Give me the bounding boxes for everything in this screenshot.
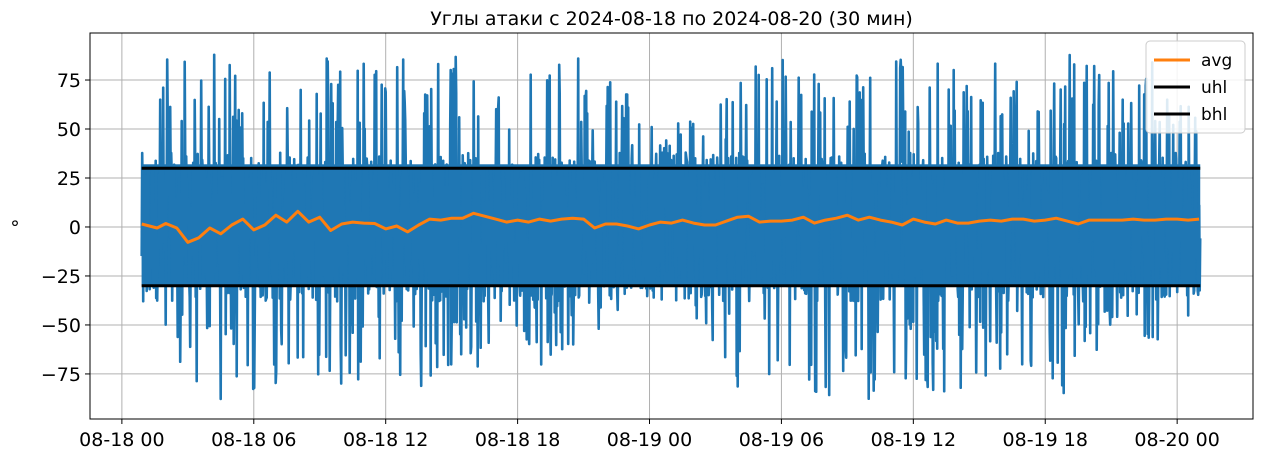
x-tick-label: 08-19 00: [607, 429, 692, 451]
y-tick-label: 25: [57, 168, 81, 190]
x-tick-label: 08-18 18: [475, 429, 560, 451]
y-tick-label: −25: [41, 266, 81, 288]
x-tick-label: 08-18 00: [79, 429, 164, 451]
legend: avg uhl bhl: [1145, 40, 1246, 134]
x-tick-label: 08-19 06: [739, 429, 824, 451]
x-tick-label: 08-18 12: [343, 429, 428, 451]
raw-series-line: [140, 53, 1202, 401]
legend-label-bhl: bhl: [1201, 105, 1227, 125]
y-axis-label: °: [10, 217, 20, 239]
x-tick-label: 08-19 18: [1003, 429, 1088, 451]
lines-layer: [141, 166, 1201, 288]
y-tick-label: −50: [41, 315, 81, 337]
x-tick-label: 08-20 00: [1134, 429, 1219, 451]
y-tick-label: 50: [57, 119, 81, 141]
y-tick-label: 75: [57, 70, 81, 92]
y-tick-label: −75: [41, 364, 81, 386]
axes-layer: 08-18 00 08-18 06 08-18 12 08-18 18 08-19 00…: [41, 32, 1254, 451]
y-tick-label: 0: [69, 217, 81, 239]
plot-frame: [89, 32, 1254, 420]
x-tick-label: 08-18 06: [211, 429, 296, 451]
raw-series-layer: [140, 53, 1202, 401]
x-tick-label: 08-19 12: [871, 429, 956, 451]
legend-box: [1145, 40, 1246, 134]
legend-label-uhl: uhl: [1201, 78, 1227, 98]
legend-label-avg: avg: [1201, 51, 1232, 71]
chart-title: Углы атаки с 2024-08-18 по 2024-08-20 (3…: [430, 8, 913, 30]
avg-line: [141, 209, 1200, 244]
